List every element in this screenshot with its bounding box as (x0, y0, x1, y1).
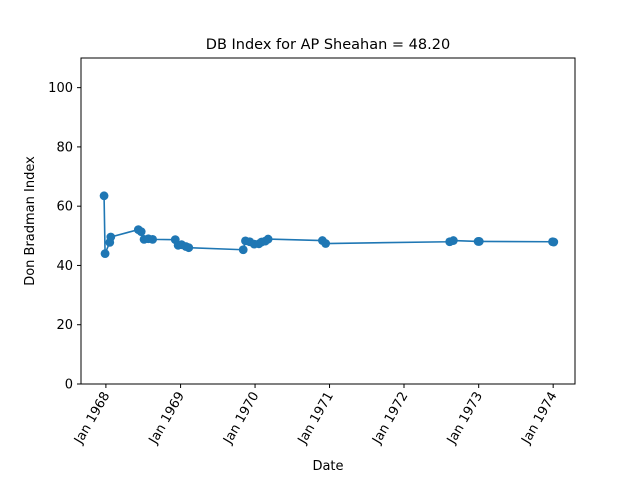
y-tick-label: 20 (56, 318, 73, 333)
data-point (474, 237, 484, 246)
data-point (184, 243, 194, 253)
chart-title: DB Index for AP Sheahan = 48.20 (206, 37, 450, 53)
y-tick-label: 80 (56, 140, 73, 155)
y-tick-label: 0 (65, 378, 73, 393)
data-point (136, 227, 146, 237)
data-point (321, 239, 331, 248)
plot-frame (80, 57, 576, 385)
data-point (106, 232, 116, 242)
y-tick-label: 40 (56, 259, 73, 274)
data-point (99, 191, 109, 201)
data-point (549, 237, 559, 247)
data-point (263, 234, 273, 244)
data-point (238, 245, 248, 255)
y-axis-label: Don Bradman Index (23, 156, 38, 286)
y-tick-label: 60 (56, 200, 73, 215)
y-tick-label: 100 (48, 81, 73, 96)
data-point (100, 249, 110, 258)
data-point (148, 234, 158, 244)
data-point (448, 236, 458, 245)
x-axis-label: Date (312, 459, 343, 474)
